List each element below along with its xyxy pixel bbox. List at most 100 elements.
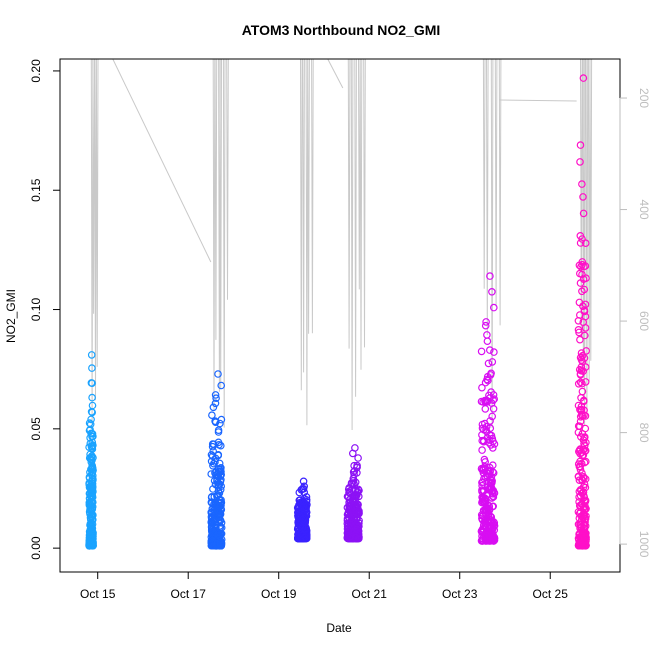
data-point: [87, 481, 96, 489]
data-point: [478, 478, 486, 487]
data-point: [299, 477, 308, 486]
data-point: [574, 325, 583, 334]
data-point: [300, 488, 309, 497]
data-point: [478, 446, 486, 454]
data-point: [576, 232, 585, 240]
data-point: [488, 536, 497, 544]
right-tick-label: 200: [637, 88, 650, 108]
y-tick-label: 0.15: [29, 178, 43, 202]
data-point: [352, 463, 361, 472]
data-point: [216, 502, 224, 511]
data-point: [478, 495, 487, 504]
data-point: [579, 209, 588, 218]
right-tick-label: 400: [637, 200, 650, 220]
pressure-transit-line: [499, 99, 577, 102]
data-point: [482, 426, 490, 434]
data-point: [298, 531, 307, 540]
data-point: [478, 515, 487, 524]
data-point: [88, 379, 96, 388]
y-axis: 0.00 0.05 0.10 0.15 0.20: [29, 59, 61, 560]
data-point: [581, 446, 590, 455]
data-point: [211, 399, 220, 408]
data-point: [207, 539, 216, 547]
plot-frame: [59, 58, 621, 573]
data-point: [214, 426, 223, 435]
data-point: [580, 285, 589, 294]
data-point: [576, 141, 585, 149]
data-point: [481, 465, 490, 473]
data-point: [353, 487, 362, 496]
data-point: [580, 434, 589, 442]
x-tick-label: Oct 17: [171, 587, 207, 601]
data-point: [207, 514, 216, 523]
data-point: [88, 393, 96, 402]
data-point: [210, 476, 219, 485]
data-point: [581, 475, 590, 483]
data-point: [348, 479, 357, 487]
data-point: [577, 393, 585, 402]
data-point: [580, 406, 588, 415]
data-point: [301, 533, 309, 541]
data-point: [88, 474, 97, 482]
data-point: [217, 415, 226, 424]
data-point: [88, 401, 97, 410]
data-point: [88, 364, 96, 372]
data-point: [480, 455, 489, 464]
data-point: [581, 262, 590, 270]
data-point: [481, 397, 489, 406]
data-point: [577, 353, 585, 361]
data-point: [489, 303, 498, 312]
y-tick-label: 0.05: [29, 417, 43, 441]
data-point: [489, 469, 498, 477]
data-point: [482, 522, 491, 531]
data-point: [490, 521, 499, 530]
data-point: [478, 383, 486, 392]
data-point: [575, 269, 584, 278]
data-point: [478, 511, 487, 520]
pressure-trace: [90, 58, 593, 431]
y-tick-label: 0.20: [29, 59, 43, 83]
data-point: [577, 356, 586, 364]
data-point: [216, 522, 224, 530]
x-tick-label: Oct 15: [80, 587, 116, 601]
data-point: [576, 158, 584, 166]
data-point: [209, 440, 218, 449]
data-point: [488, 412, 497, 421]
data-point: [299, 514, 308, 523]
data-point: [489, 518, 498, 526]
x-tick-label: Oct 23: [442, 587, 478, 601]
data-point: [299, 497, 308, 506]
data-point: [574, 520, 583, 529]
data-point: [490, 395, 499, 403]
data-point: [482, 318, 490, 326]
data-point: [574, 508, 583, 516]
data-point: [85, 454, 94, 462]
data-point: [487, 388, 495, 396]
x-axis-label: Date: [326, 621, 352, 635]
data-point: [489, 437, 497, 446]
data-point: [576, 465, 585, 474]
series-2017-10-17: [207, 370, 226, 550]
data-point: [576, 378, 585, 387]
x-tick-label: Oct 19: [261, 587, 297, 601]
data-point: [578, 180, 586, 188]
data-point: [490, 348, 498, 356]
pressure-transit-line: [327, 58, 344, 89]
data-point: [216, 540, 225, 548]
series-2017-10-20: [343, 444, 363, 543]
data-point: [211, 391, 220, 399]
data-point: [214, 530, 223, 538]
data-point: [579, 275, 588, 284]
series-2017-10-25: [574, 74, 591, 550]
data-point: [87, 516, 95, 525]
right-tick-label: 1000: [637, 531, 650, 558]
data-point: [576, 335, 584, 344]
data-point: [298, 515, 307, 524]
data-point: [217, 470, 226, 479]
x-tick-label: Oct 21: [352, 587, 388, 601]
data-point: [217, 381, 226, 390]
data-point: [486, 417, 494, 425]
data-point: [478, 424, 487, 433]
data-point: [477, 347, 486, 356]
data-point: [483, 504, 491, 512]
